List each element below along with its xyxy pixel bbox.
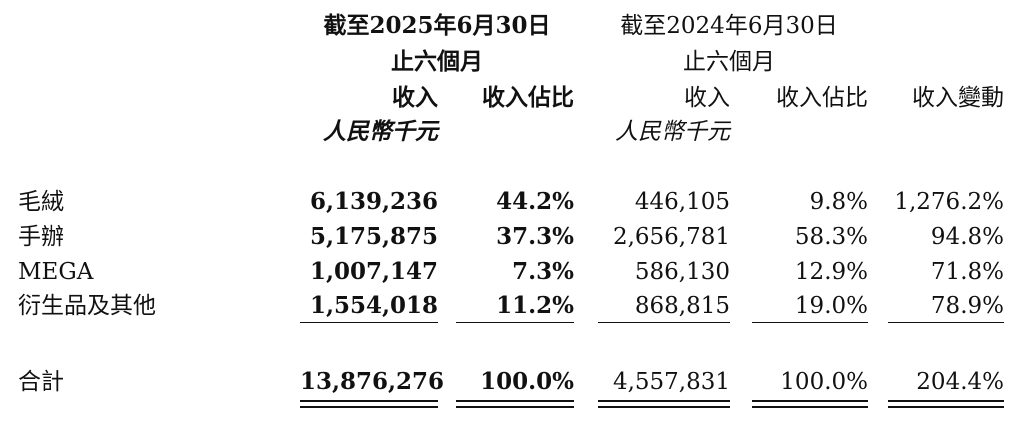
six-months-2024-header: 止六個月 [683,49,775,75]
row-change: 78.9% [930,293,1004,319]
subtotal-rule [456,322,574,323]
row-share-2024: 19.0% [794,293,868,319]
row-label: 衍生品及其他 [18,293,156,319]
row-share-2025: 44.2% [496,188,574,215]
row-label: MEGA [18,259,94,285]
subtotal-rule [752,322,868,323]
period-2025-header: 截至2025年6月30日 [323,12,551,39]
total-share-2024: 100.0% [780,369,868,395]
total-label: 合計 [18,369,64,395]
row-revenue-2024: 446,105 [634,189,730,215]
total-double-rule [888,400,1004,408]
row-revenue-2024: 868,815 [634,293,730,319]
col-change: 收入變動 [912,85,1004,111]
total-double-rule [598,400,730,408]
row-revenue-2025: 6,139,236 [309,188,438,215]
col-revenue-2024: 收入 [684,85,730,111]
row-revenue-2024: 2,656,781 [612,224,730,250]
row-revenue-2025: 1,554,018 [309,292,438,319]
total-double-rule [300,400,438,408]
total-revenue-2024: 4,557,831 [612,369,730,395]
row-revenue-2025: 5,175,875 [309,223,438,250]
col-share-2024: 收入佔比 [776,85,868,111]
row-share-2025: 7.3% [512,258,574,285]
row-change: 1,276.2% [894,189,1004,215]
total-change: 204.4% [916,369,1004,395]
row-revenue-2024: 586,130 [634,259,730,285]
row-change: 71.8% [930,259,1004,285]
subtotal-rule [888,322,1004,323]
total-revenue-2025: 13,876,276 [300,368,445,395]
col-share-2025: 收入佔比 [482,84,574,111]
row-label: 手辦 [18,224,64,250]
row-share-2024: 58.3% [794,224,868,250]
subtotal-rule [598,322,730,323]
six-months-2025-header: 止六個月 [391,48,483,75]
total-share-2025: 100.0% [480,368,574,395]
row-label: 毛絨 [18,189,64,215]
col-revenue-2025: 收入 [392,84,438,111]
row-share-2024: 12.9% [794,259,868,285]
total-double-rule [456,400,574,408]
row-share-2025: 11.2% [496,292,574,319]
unit-2025: 人民幣千元 [323,118,438,145]
row-change: 94.8% [930,224,1004,250]
period-2024-header: 截至2024年6月30日 [620,13,838,39]
unit-2024: 人民幣千元 [615,119,730,145]
total-double-rule [752,400,868,408]
row-revenue-2025: 1,007,147 [309,258,438,285]
row-share-2024: 9.8% [809,189,868,215]
row-share-2025: 37.3% [496,223,574,250]
subtotal-rule [300,322,438,323]
